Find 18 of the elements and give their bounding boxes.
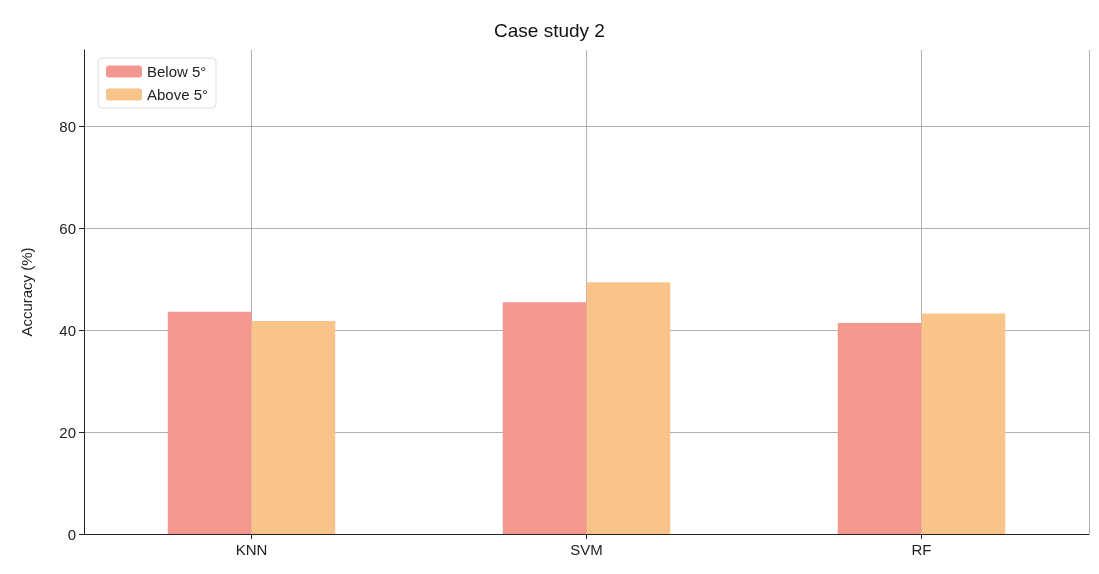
y-tick-label: 20 — [59, 423, 76, 441]
legend-label: Below 5° — [147, 63, 207, 80]
y-tick-label: 80 — [59, 117, 76, 135]
y-tick-label: 0 — [67, 525, 76, 543]
bar — [586, 282, 671, 534]
y-tick-label: 60 — [59, 219, 76, 237]
bar — [837, 323, 922, 534]
legend-label: Above 5° — [147, 86, 209, 103]
x-tick-label: RF — [911, 541, 932, 558]
y-axis-title: Accuracy (%) — [18, 247, 35, 337]
bar — [167, 311, 252, 534]
y-tick-label: 40 — [59, 321, 76, 339]
bar — [251, 321, 336, 534]
bar — [502, 302, 587, 534]
bar — [921, 313, 1006, 534]
chart-title: Case study 2 — [494, 20, 605, 41]
x-tick-label: KNN — [235, 541, 268, 558]
x-tick-label: SVM — [570, 541, 603, 558]
